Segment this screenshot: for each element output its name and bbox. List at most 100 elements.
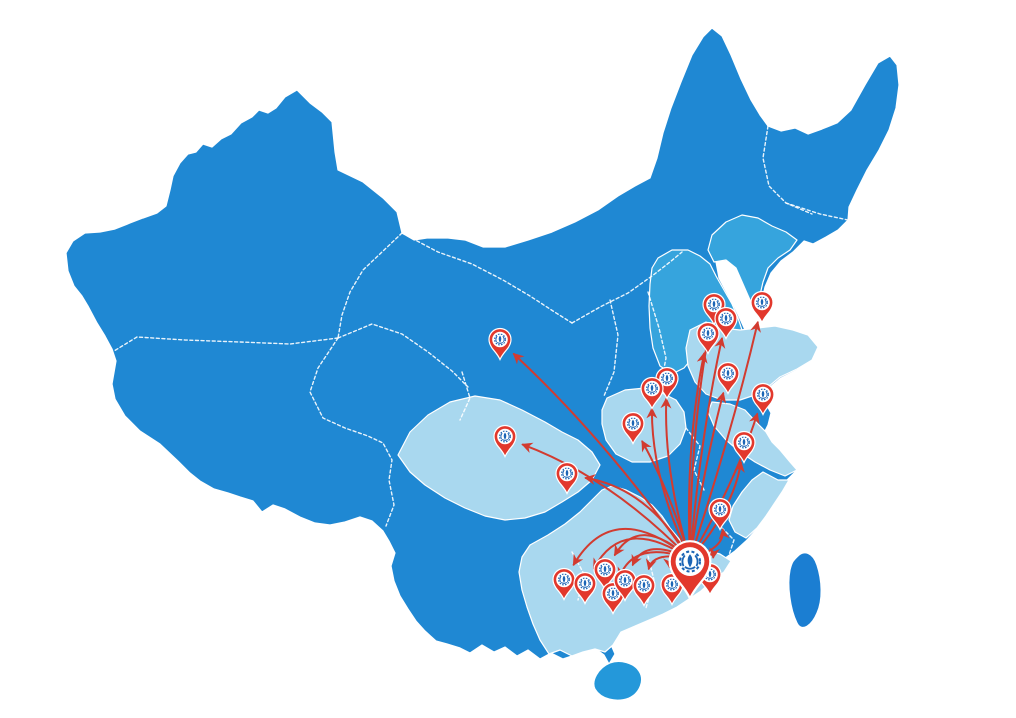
pin-shape [607,565,610,573]
sprout-emblem-icon [648,391,656,393]
pin-shape [562,575,566,583]
pin-shape [708,570,712,578]
location-pin[interactable] [714,306,738,340]
pin-shape [669,374,672,382]
location-pins [488,290,775,615]
sprout-emblem-icon [684,566,696,570]
headquarters-hub-pin[interactable] [668,540,712,602]
pin-shape [627,576,630,584]
pin-shape [724,314,728,322]
pin-shape [723,369,726,377]
pin-shape [694,554,699,567]
emblem-ring-icon [646,382,658,395]
pin-shape [712,570,715,578]
location-pin[interactable] [732,430,756,464]
pin-shape [498,335,502,343]
location-pin[interactable] [750,290,774,324]
pin-shape [600,565,603,573]
sprout-emblem-icon [722,321,730,323]
pin-shape [718,505,722,513]
emblem-ring-icon [607,587,619,600]
sprout-emblem-icon [724,376,732,378]
sprout-emblem-icon [560,582,568,584]
pin-shape [502,335,505,343]
pin-shape [709,300,712,308]
sprout-emblem-icon [710,307,718,309]
emblem-ring-icon [722,367,734,380]
sprout-emblem-icon [629,426,637,428]
location-pin[interactable] [552,567,576,601]
sprout-emblem-icon [663,381,671,383]
location-pin[interactable] [751,382,775,416]
pin-shape [635,419,638,427]
pin-shape [716,300,719,308]
pin-shape [687,554,693,568]
pin-shape [760,298,764,306]
location-pin[interactable] [632,573,656,607]
emblem-ring-icon [579,577,591,590]
location-pin[interactable] [573,571,597,605]
pin-shape [642,581,646,589]
pin-shape [566,575,569,583]
pin-shape [726,369,730,377]
sprout-emblem-icon [706,577,714,579]
location-pin[interactable] [696,321,720,355]
pin-shape [662,374,665,382]
region-sichuan-chongqing [397,395,601,521]
sprout-emblem-icon [668,587,676,589]
region-liaoning [707,214,798,315]
pin-shape [608,589,611,597]
emblem-ring-icon [619,574,631,587]
emblem-ring-icon [720,312,732,325]
emblem-ring-icon [599,563,611,576]
location-pin[interactable] [488,327,512,361]
emblem-ring-icon [558,573,570,586]
emblem-ring-icon [702,327,714,340]
pin-shape [650,384,654,392]
pin-shape [710,329,713,337]
sprout-emblem-icon [601,572,609,574]
flow-arrow [689,320,761,560]
emblem-ring-icon [661,372,673,385]
location-pin[interactable] [593,557,617,591]
emblem-ring-icon [678,550,702,573]
pin-shape [667,580,670,588]
location-pin[interactable] [555,461,579,495]
sprout-emblem-icon [581,586,589,588]
pin-shape [665,374,669,382]
flow-arrow [689,336,726,560]
pin-shape [764,298,767,306]
location-pin[interactable] [640,376,664,410]
location-pin[interactable] [493,424,517,458]
pin-shape [722,505,725,513]
pin-shape [715,505,718,513]
pin-shape [562,469,565,477]
flow-arrow [689,323,715,560]
emblem-ring-icon [756,296,768,309]
pin-shape [761,390,765,398]
emblem-ring-icon [494,333,506,346]
location-pin[interactable] [621,411,645,445]
pin-shape [503,432,507,440]
emblem-ring-icon [666,578,678,591]
emblem-ring-icon [714,503,726,516]
pin-shape [623,576,627,584]
sprout-emblem-icon [740,445,748,447]
pin-shape [670,580,674,588]
flow-arrow [687,351,708,560]
emblem-ring-icon [499,430,511,443]
pin-shape [495,335,498,343]
pin-shape [654,384,657,392]
pin-shape [746,438,749,446]
pin-shape [739,438,742,446]
pin-shape [765,390,768,398]
location-pin[interactable] [716,361,740,395]
pin-shape [674,580,677,588]
flow-arrow [521,442,691,560]
location-pin[interactable] [655,366,679,400]
pin-shape [628,419,631,427]
location-pin[interactable] [708,497,732,531]
location-pin[interactable] [613,568,637,602]
region-zhejiang [728,471,790,539]
pin-shape [706,329,710,337]
